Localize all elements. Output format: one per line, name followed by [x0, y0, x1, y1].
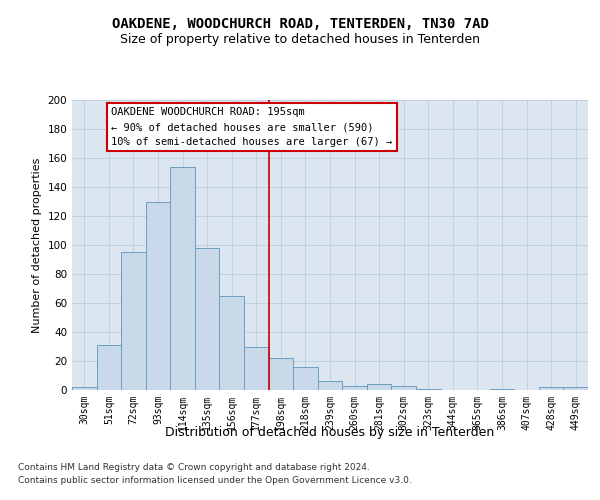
Text: Size of property relative to detached houses in Tenterden: Size of property relative to detached ho… [120, 32, 480, 46]
Bar [72, 387, 97, 390]
Bar [563, 387, 588, 390]
Bar [220, 296, 244, 390]
Text: OAKDENE, WOODCHURCH ROAD, TENTERDEN, TN30 7AD: OAKDENE, WOODCHURCH ROAD, TENTERDEN, TN3… [112, 18, 488, 32]
Bar [244, 346, 269, 390]
Y-axis label: Number of detached properties: Number of detached properties [32, 158, 42, 332]
Bar [195, 248, 220, 390]
Bar [269, 358, 293, 390]
Bar [539, 387, 563, 390]
Bar [121, 252, 146, 390]
Text: OAKDENE WOODCHURCH ROAD: 195sqm
← 90% of detached houses are smaller (590)
10% o: OAKDENE WOODCHURCH ROAD: 195sqm ← 90% of… [112, 108, 392, 147]
Bar [391, 386, 416, 390]
Bar [170, 166, 195, 390]
Text: Distribution of detached houses by size in Tenterden: Distribution of detached houses by size … [166, 426, 494, 439]
Bar [97, 345, 121, 390]
Bar [416, 388, 440, 390]
Bar [367, 384, 391, 390]
Bar [293, 367, 318, 390]
Text: Contains public sector information licensed under the Open Government Licence v3: Contains public sector information licen… [18, 476, 412, 485]
Bar [342, 386, 367, 390]
Bar [318, 382, 342, 390]
Text: Contains HM Land Registry data © Crown copyright and database right 2024.: Contains HM Land Registry data © Crown c… [18, 464, 370, 472]
Bar [146, 202, 170, 390]
Bar [490, 388, 514, 390]
